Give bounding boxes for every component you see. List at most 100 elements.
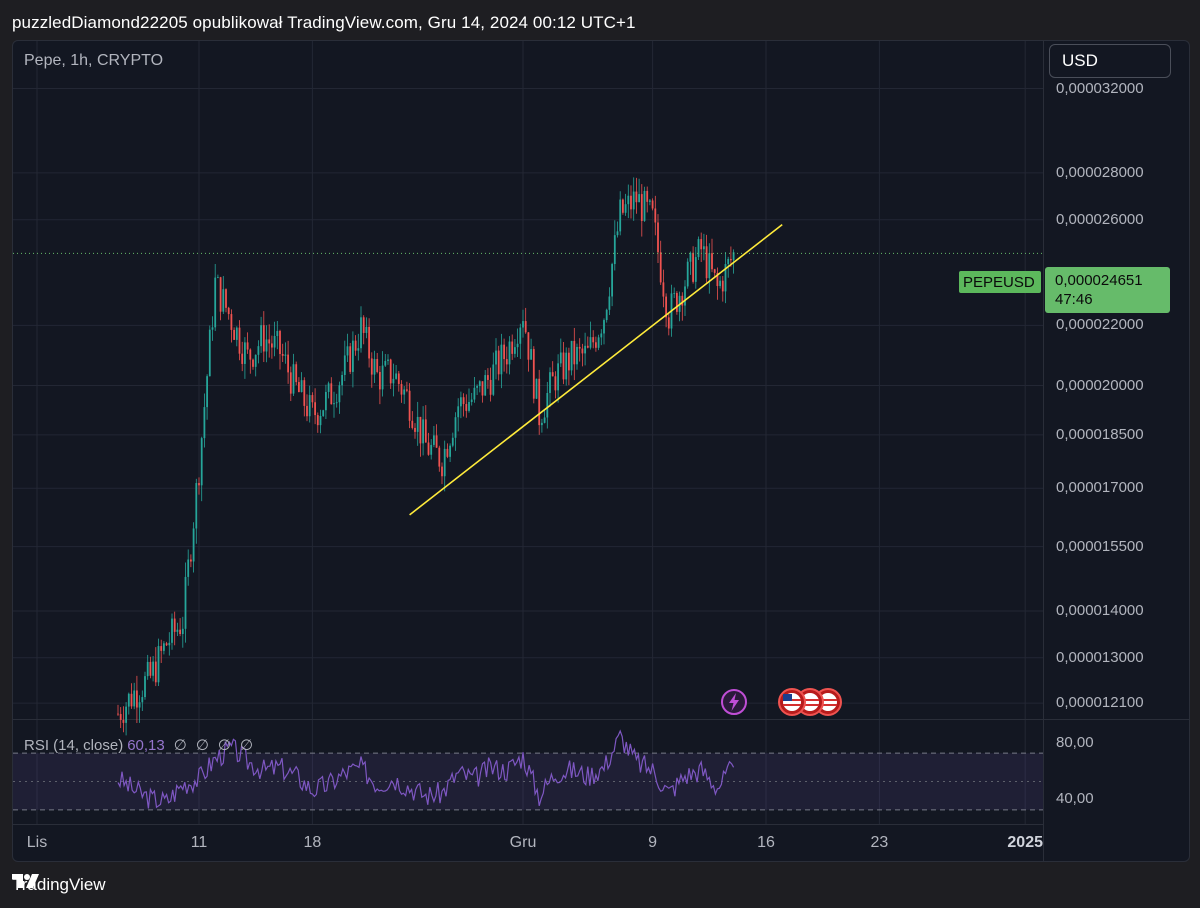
candle-body [117, 713, 119, 715]
candle-body [136, 690, 138, 708]
candle-body [684, 286, 686, 306]
candle-countdown: 47:46 [1055, 291, 1093, 308]
candle-body [190, 559, 192, 562]
candle-body [640, 194, 643, 221]
candle-body [554, 376, 557, 391]
candle-body [627, 195, 630, 205]
rsi-band-fill [13, 753, 1043, 810]
candle-body [727, 258, 730, 265]
candle-body [341, 374, 343, 386]
candle-body [395, 373, 397, 379]
candle-body [559, 352, 562, 364]
chart-canvas[interactable] [13, 41, 1189, 861]
candle-body [492, 364, 495, 395]
price-tick-label: 0,000012100 [1056, 694, 1144, 712]
rsi-legend[interactable]: RSI (14, close) 60,13 ∅ ∅ ∅ ∅ [24, 736, 253, 754]
candle-body [330, 383, 333, 405]
symbol-title: Pepe, 1h, CRYPTO [24, 52, 164, 69]
candle-body [619, 199, 622, 232]
candle-body [154, 661, 157, 683]
candle-body [241, 353, 244, 364]
candle-body [643, 190, 646, 221]
candle-body [362, 317, 365, 333]
candle-body [222, 289, 225, 312]
candle-body [217, 277, 219, 279]
candle-body [284, 354, 287, 356]
candle-body [389, 359, 392, 384]
candle-body [700, 239, 703, 250]
candle-body [144, 676, 146, 698]
price-tick-label: 0,000026000 [1056, 210, 1144, 228]
candle-body [597, 337, 600, 348]
price-tick-label: 0,000015500 [1056, 537, 1144, 555]
candle-body [230, 314, 233, 330]
time-tick-label: 9 [648, 834, 658, 851]
candle-body [376, 359, 379, 372]
candle-body [732, 252, 735, 261]
candle-body [138, 702, 141, 708]
candle-body [608, 296, 611, 310]
trendline [409, 224, 783, 516]
candle-body [273, 335, 276, 348]
candle-body [325, 391, 327, 411]
candle-body [692, 252, 694, 282]
time-tick-label: 18 [303, 834, 322, 851]
candle-body [611, 264, 613, 297]
candle-body [295, 364, 298, 383]
candle-body [476, 386, 478, 388]
candle-body [568, 352, 570, 371]
candle-body [616, 231, 619, 236]
candle-body [497, 350, 500, 375]
candle-body [538, 378, 541, 426]
candle-body [125, 706, 127, 723]
candle-body [438, 447, 441, 467]
candle-body [443, 448, 446, 477]
candle-body [122, 719, 125, 723]
candle-body [719, 280, 721, 287]
candle-body [163, 643, 165, 651]
candle-body [676, 293, 678, 312]
candle-body [468, 401, 470, 411]
candle-body [527, 332, 530, 360]
candle-body [373, 359, 376, 375]
candle-body [586, 345, 589, 348]
candle-body [311, 395, 314, 403]
time-tick-label: 11 [190, 834, 208, 851]
candle-body [730, 258, 732, 261]
candle-body [292, 364, 295, 394]
candle-body [195, 483, 198, 529]
candle-body [262, 325, 265, 352]
candle-body [400, 383, 403, 395]
candle-body [532, 349, 535, 399]
currency-button[interactable]: USD [1049, 44, 1171, 78]
candle-body [703, 246, 705, 250]
time-tick-label: 2025 [1007, 834, 1043, 851]
candle-body [149, 661, 152, 676]
candle-body [411, 420, 414, 428]
candle-body [721, 280, 724, 292]
candle-body [495, 350, 497, 365]
candle-body [541, 422, 543, 426]
candle-body [460, 397, 462, 407]
candle-body [430, 444, 433, 455]
candle-body [673, 293, 676, 294]
price-tick-label: 0,000017000 [1056, 479, 1144, 497]
lightning-icon[interactable] [719, 687, 749, 717]
price-tick-label: 0,000032000 [1056, 79, 1144, 97]
candle-body [181, 628, 184, 635]
candle-body [379, 371, 381, 390]
price-tick-label: 0,000014000 [1056, 601, 1144, 619]
candle-body [454, 417, 457, 438]
candle-body [249, 349, 252, 360]
candle-body [406, 389, 408, 391]
candle-body [654, 208, 657, 223]
candle-body [503, 344, 505, 360]
candle-body [546, 392, 549, 418]
candle-body [141, 697, 144, 703]
footer-brand[interactable]: TradingView [12, 873, 106, 897]
candle-body [306, 405, 308, 417]
candle-body [686, 261, 689, 287]
us-flag-icon[interactable] [777, 687, 843, 717]
candle-body [168, 642, 171, 646]
candle-body [360, 317, 362, 349]
